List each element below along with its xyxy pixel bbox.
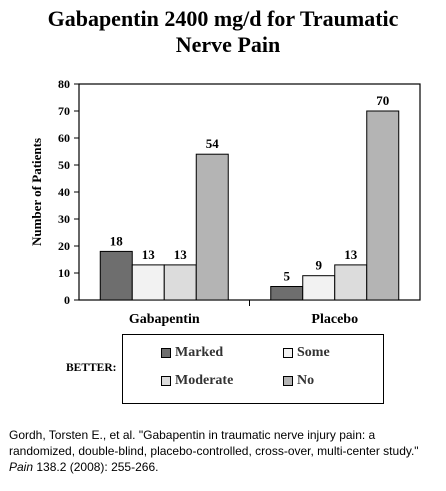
chart-title: Gabapentin 2400 mg/d for Traumatic Nerve… (0, 6, 446, 58)
data-label: 54 (206, 136, 220, 151)
legend-item-no: No (283, 373, 314, 389)
legend-swatch-no (283, 376, 293, 386)
legend-label-some: Some (297, 345, 330, 360)
bar-moderate-placebo (334, 264, 368, 301)
y-axis-title: Number of Patients (29, 138, 44, 246)
legend-item-marked: Marked (161, 345, 223, 361)
legend-prefix: BETTER: (66, 362, 117, 374)
bar-some-placebo (302, 275, 336, 301)
data-label: 5 (284, 269, 291, 284)
data-label: 13 (344, 247, 358, 262)
bar-marked-placebo (270, 286, 304, 301)
y-tick-label: 0 (64, 293, 70, 307)
x-category-label: Gabapentin (129, 312, 200, 327)
x-category-label: Placebo (311, 312, 358, 327)
bar-no-gabapentin (195, 153, 229, 301)
y-tick-label: 50 (58, 158, 70, 172)
bar-no-placebo (366, 110, 400, 301)
legend-swatch-moderate (161, 376, 171, 386)
y-tick-label: 80 (58, 77, 70, 91)
y-tick-label: 30 (58, 212, 70, 226)
y-tick-label: 70 (58, 104, 70, 118)
legend: Marked Some Moderate No (122, 334, 384, 404)
legend-label-marked: Marked (175, 345, 224, 360)
data-label: 70 (376, 93, 389, 108)
data-label: 9 (316, 258, 323, 273)
citation-text: Gordh, Torsten E., et al. "Gabapentin in… (9, 428, 419, 458)
legend-label-no: No (297, 373, 315, 388)
chart-title-line2: Nerve Pain (175, 32, 281, 57)
data-label: 13 (142, 247, 156, 262)
bar-some-gabapentin (131, 264, 165, 301)
legend-label-moderate: Moderate (175, 373, 234, 388)
data-label: 18 (110, 233, 124, 248)
legend-item-moderate: Moderate (161, 373, 233, 389)
data-label: 13 (174, 247, 188, 262)
y-tick-label: 60 (58, 131, 70, 145)
y-tick-label: 20 (58, 239, 70, 253)
citation-journal: Pain (9, 460, 34, 474)
y-tick-label: 10 (58, 266, 70, 280)
legend-swatch-marked (161, 348, 171, 358)
citation-details: 138.2 (2008): 255-266. (33, 460, 159, 474)
bar-moderate-gabapentin (163, 264, 197, 301)
y-tick-label: 40 (58, 185, 70, 199)
legend-swatch-some (283, 348, 293, 358)
bar-chart: 0 10 20 30 40 50 60 70 80 Number of Patients 18 13 1… (29, 77, 421, 327)
bar-marked-gabapentin (99, 250, 133, 301)
chart-title-line1: Gabapentin 2400 mg/d for Traumatic (47, 6, 399, 31)
citation: Gordh, Torsten E., et al. "Gabapentin in… (9, 427, 439, 475)
legend-item-some: Some (283, 345, 330, 361)
